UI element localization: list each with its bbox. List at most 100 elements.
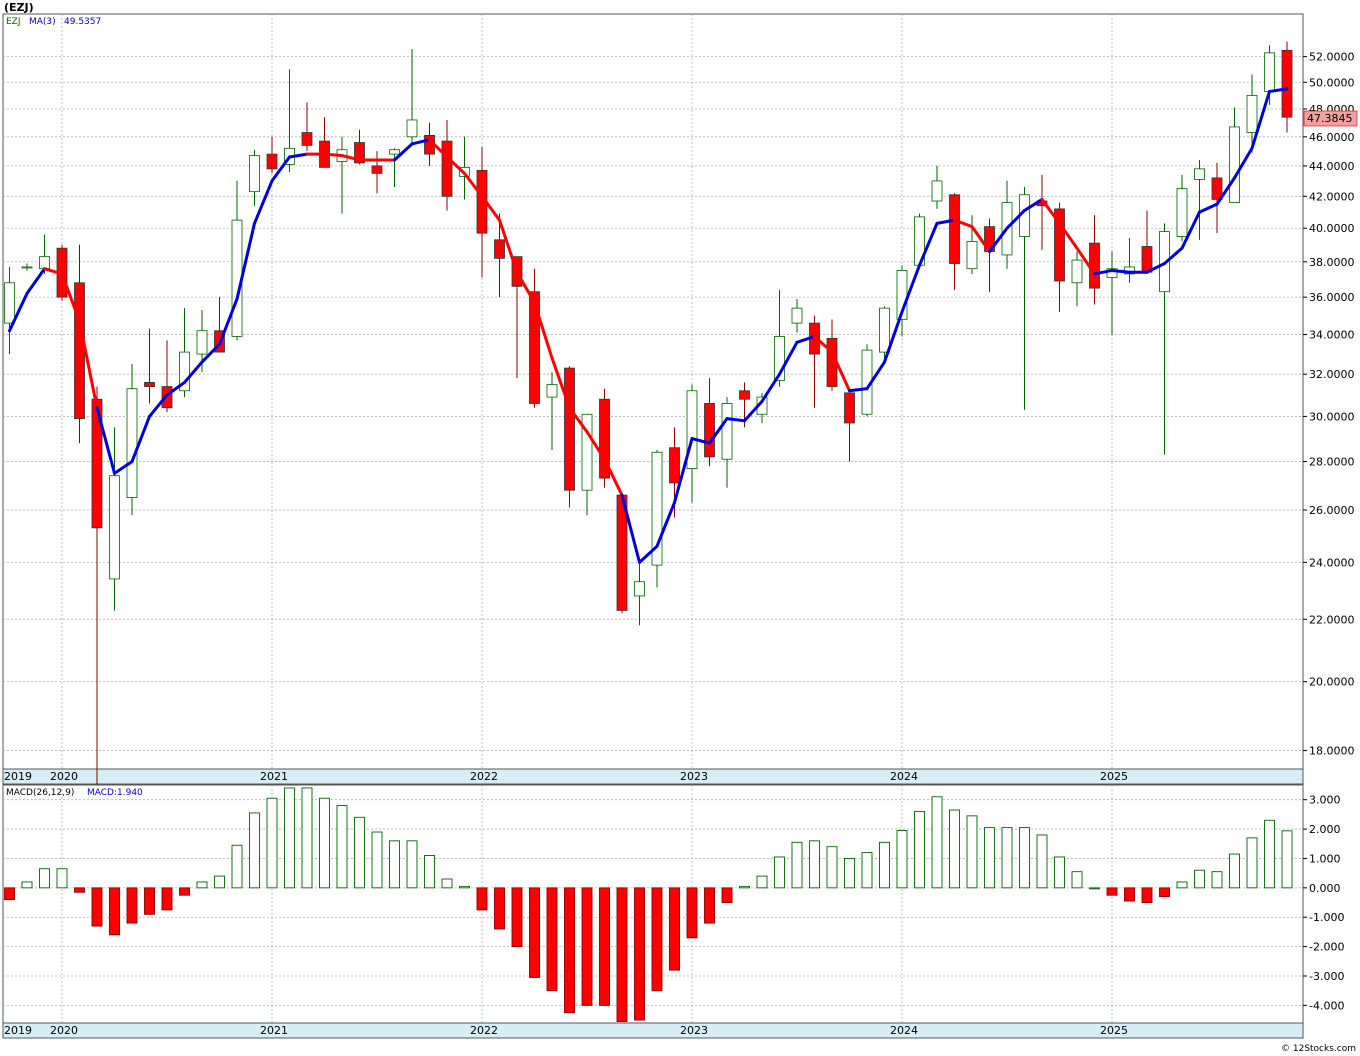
macd-bar xyxy=(546,887,558,992)
macd-bar xyxy=(1001,827,1013,889)
candle-body xyxy=(634,581,645,597)
candle-body xyxy=(1106,268,1118,278)
candle-body xyxy=(669,447,680,484)
macd-bar xyxy=(616,887,628,1022)
macd-bar xyxy=(1211,871,1223,889)
macd-bar xyxy=(1071,871,1083,889)
macd-bar xyxy=(861,852,873,889)
candle-body xyxy=(389,149,400,155)
candle-body xyxy=(4,282,15,324)
x-tick-label: 2023 xyxy=(680,1024,708,1037)
macd-bar xyxy=(1229,853,1240,889)
macd-bar xyxy=(214,875,225,889)
candle xyxy=(791,298,803,333)
candle xyxy=(879,306,890,363)
ma-segment xyxy=(1198,202,1219,214)
macd-bar xyxy=(249,812,260,889)
ma-segment xyxy=(708,417,729,445)
ma-segment xyxy=(428,138,449,159)
x-tick-label: 2022 xyxy=(470,1024,498,1037)
candle-body xyxy=(1089,242,1100,289)
ma-segment xyxy=(620,493,641,564)
ma-segment xyxy=(603,457,624,497)
ma-segment xyxy=(883,310,904,364)
macd-bar xyxy=(266,797,278,889)
price-y-tick-label: 34.0000 xyxy=(1309,329,1355,342)
ma-segment xyxy=(1040,197,1061,225)
candle-body xyxy=(91,398,103,529)
macd-bar xyxy=(494,887,505,930)
candle xyxy=(704,378,715,467)
candle-body xyxy=(441,140,453,197)
ma-segment xyxy=(25,267,46,296)
macd-bar xyxy=(389,840,400,889)
ma-segment xyxy=(393,142,414,162)
macd-legend-value: MACD:1.940 xyxy=(87,788,143,798)
candle xyxy=(949,193,960,290)
price-y-tick-label: 40.0000 xyxy=(1309,222,1355,235)
macd-y-tick-label: 0.000 xyxy=(1309,882,1341,895)
ma-segment xyxy=(550,356,571,410)
candle xyxy=(774,289,785,387)
candle xyxy=(564,366,575,508)
ma-segment xyxy=(830,350,851,393)
candle-body xyxy=(721,403,733,460)
ma-segment xyxy=(235,221,256,301)
price-y-axis: 18.0000 20.0000 22.0000 24.0000 26.0000 28.00… xyxy=(1303,51,1355,758)
macd-bar xyxy=(179,887,190,896)
ma-segment xyxy=(130,414,151,464)
ma-segment xyxy=(43,267,64,276)
ma-segment xyxy=(970,225,991,254)
ma-segment xyxy=(1268,87,1289,93)
macd-bar xyxy=(669,887,680,971)
candle xyxy=(1054,202,1065,312)
price-x-axis-band xyxy=(2,768,1304,785)
macd-bar xyxy=(1106,887,1118,896)
candle xyxy=(861,344,873,417)
macd-bar xyxy=(336,805,348,889)
credit-text: © 12Stocks.com xyxy=(1281,1044,1356,1054)
ma-segment xyxy=(445,155,466,175)
candle-body xyxy=(739,390,750,400)
candle-body xyxy=(1141,246,1153,273)
candle xyxy=(109,427,120,611)
ma-segment xyxy=(480,194,501,222)
ma-segment xyxy=(795,334,816,344)
candle xyxy=(1071,251,1083,307)
candle-body xyxy=(354,142,365,164)
price-legend-ticker: EZJ xyxy=(6,17,21,27)
price-y-tick-label: 52.0000 xyxy=(1309,51,1355,64)
ma-segment xyxy=(78,319,99,410)
macd-bar xyxy=(1141,887,1153,903)
candle-body xyxy=(196,330,208,355)
macd-bar xyxy=(739,885,750,889)
macd-bar xyxy=(39,868,50,889)
candle xyxy=(266,136,278,174)
candle-body xyxy=(581,413,593,491)
macd-bar xyxy=(966,815,978,889)
macd-bar xyxy=(109,887,120,936)
ma-segment xyxy=(690,437,711,445)
macd-y-tick-label: -3.000 xyxy=(1309,970,1344,983)
ma-segment xyxy=(813,334,834,354)
candle-body xyxy=(494,239,505,259)
ma-segment xyxy=(1215,176,1236,206)
ma-segment xyxy=(760,372,781,403)
ma-segment xyxy=(1250,89,1271,150)
ma-segment xyxy=(1075,246,1096,276)
macd-bar xyxy=(21,881,33,889)
x-tick-label: 2021 xyxy=(260,1024,288,1037)
candle-body xyxy=(39,256,50,270)
last-price-box xyxy=(1303,110,1358,127)
macd-bar xyxy=(704,887,715,924)
macd-x-axis-band xyxy=(2,1022,1304,1039)
candle xyxy=(931,165,943,209)
macd-bar xyxy=(756,875,768,889)
x-tick-label: 2024 xyxy=(890,770,918,783)
macd-bar xyxy=(1194,869,1205,889)
candle xyxy=(1229,107,1240,203)
ma-segment xyxy=(865,360,886,391)
price-y-tick-label: 18.0000 xyxy=(1309,745,1355,758)
macd-bar xyxy=(791,841,803,889)
